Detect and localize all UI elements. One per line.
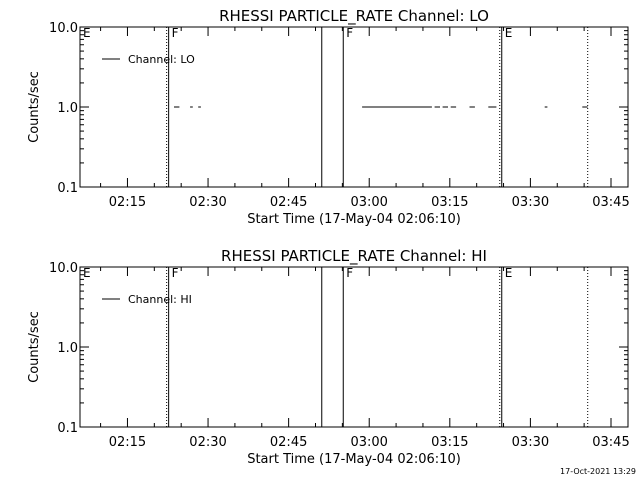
chart-title: RHESSI PARTICLE_RATE Channel: LO	[219, 7, 489, 26]
chart-title: RHESSI PARTICLE_RATE Channel: HI	[221, 247, 487, 266]
x-tick-label: 03:00	[350, 195, 387, 210]
x-tick-label: 03:30	[512, 435, 549, 450]
x-tick-label: 02:30	[189, 435, 226, 450]
marker-label: E	[505, 266, 513, 280]
marker-label: E	[505, 26, 513, 40]
marker-label: F	[172, 26, 179, 40]
marker-label: F	[172, 266, 179, 280]
x-tick-label: 02:45	[270, 195, 307, 210]
marker-label: E	[83, 26, 91, 40]
x-tick-label: 02:45	[270, 435, 307, 450]
x-tick-label: 02:15	[109, 435, 146, 450]
x-tick-label: 03:15	[431, 435, 468, 450]
x-tick-label: 03:45	[592, 195, 629, 210]
legend-label: Channel: LO	[128, 53, 195, 66]
x-axis-label: Start Time (17-May-04 02:06:10)	[247, 212, 461, 227]
y-axis-label: Counts/sec	[27, 71, 42, 143]
plot-frame	[79, 266, 629, 428]
x-tick-label: 02:15	[109, 195, 146, 210]
x-tick-label: 03:30	[512, 195, 549, 210]
x-tick-label: 02:30	[189, 195, 226, 210]
x-tick-label: 03:00	[350, 435, 387, 450]
x-tick-label: 03:15	[431, 195, 468, 210]
y-tick-label: 0.1	[57, 181, 78, 196]
x-tick-label: 03:45	[592, 435, 629, 450]
marker-label: F	[346, 266, 353, 280]
y-axis-label: Counts/sec	[27, 311, 42, 383]
y-tick-label: 1.0	[57, 101, 78, 116]
footer-timestamp: 17-Oct-2021 13:29	[560, 467, 636, 476]
marker-label: F	[346, 26, 353, 40]
marker-label: E	[83, 266, 91, 280]
y-tick-label: 1.0	[57, 341, 78, 356]
y-tick-label: 10.0	[49, 21, 78, 36]
y-tick-label: 0.1	[57, 421, 78, 436]
legend-label: Channel: HI	[128, 293, 192, 306]
y-tick-label: 10.0	[49, 261, 78, 276]
x-axis-label: Start Time (17-May-04 02:06:10)	[247, 452, 461, 467]
